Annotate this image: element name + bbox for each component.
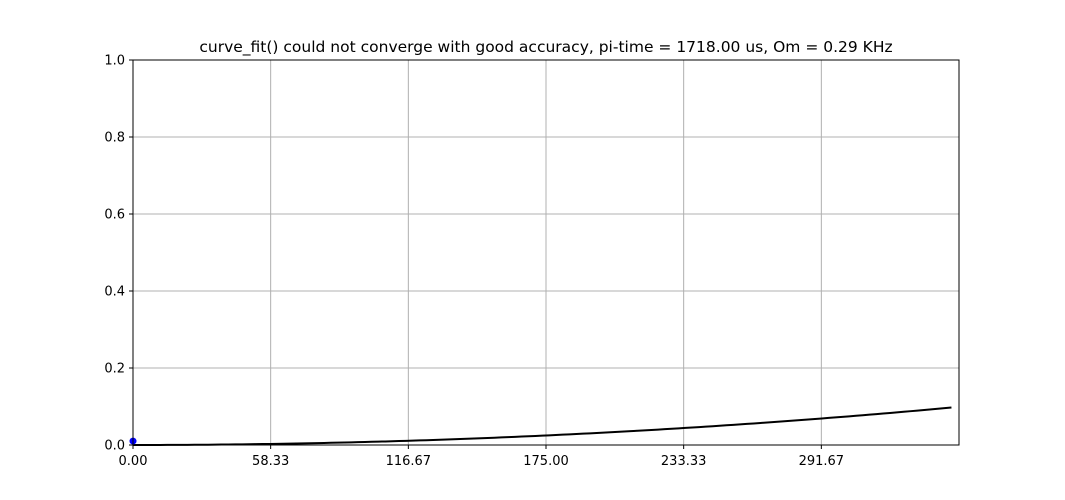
x-tick-label: 0.00 (119, 454, 148, 469)
y-tick-label: 0.4 (104, 285, 125, 300)
x-tick-label: 116.67 (386, 454, 432, 469)
x-tick-label: 291.67 (799, 454, 845, 469)
fit-line (133, 406, 952, 446)
y-tick-label: 0.0 (104, 439, 125, 454)
y-axis: 0.0 0.2 0.4 0.6 0.8 1.0 (104, 54, 133, 454)
chart-title: curve_fit() could not converge with good… (199, 38, 892, 57)
y-tick-label: 0.6 (104, 208, 125, 223)
x-tick-label: 233.33 (661, 454, 707, 469)
x-axis: 0.00 58.33 116.67 175.00 233.33 291.67 (119, 445, 845, 469)
x-tick-label: 58.33 (252, 454, 289, 469)
y-tick-label: 1.0 (104, 54, 125, 69)
y-tick-label: 0.8 (104, 131, 125, 146)
y-tick-label: 0.2 (104, 362, 125, 377)
x-tick-label: 175.00 (523, 454, 569, 469)
